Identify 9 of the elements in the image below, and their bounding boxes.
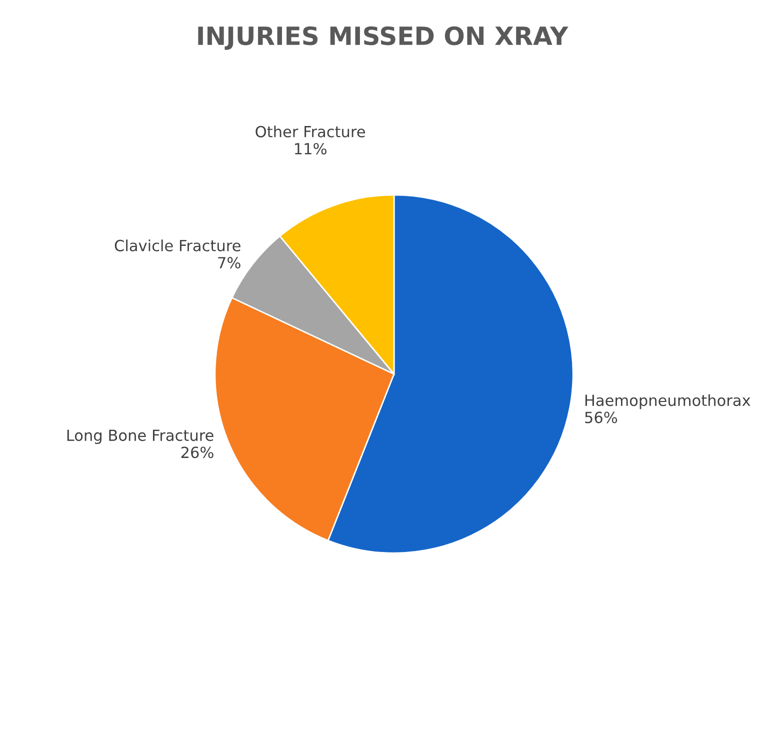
data-label: 56% <box>585 412 618 424</box>
data-label: 11% <box>295 142 326 155</box>
slice-label: Other Fracture <box>256 126 365 138</box>
slice-label: Haemopneumothorax <box>585 394 750 410</box>
slice-label: Clavicle Fracture <box>114 240 240 252</box>
chart-title: INJURIES MISSED ON XRAY <box>198 26 568 50</box>
data-label: 7% <box>218 256 240 268</box>
data-label: 26% <box>181 446 214 458</box>
slice-label: Long Bone Fracture <box>67 430 214 444</box>
